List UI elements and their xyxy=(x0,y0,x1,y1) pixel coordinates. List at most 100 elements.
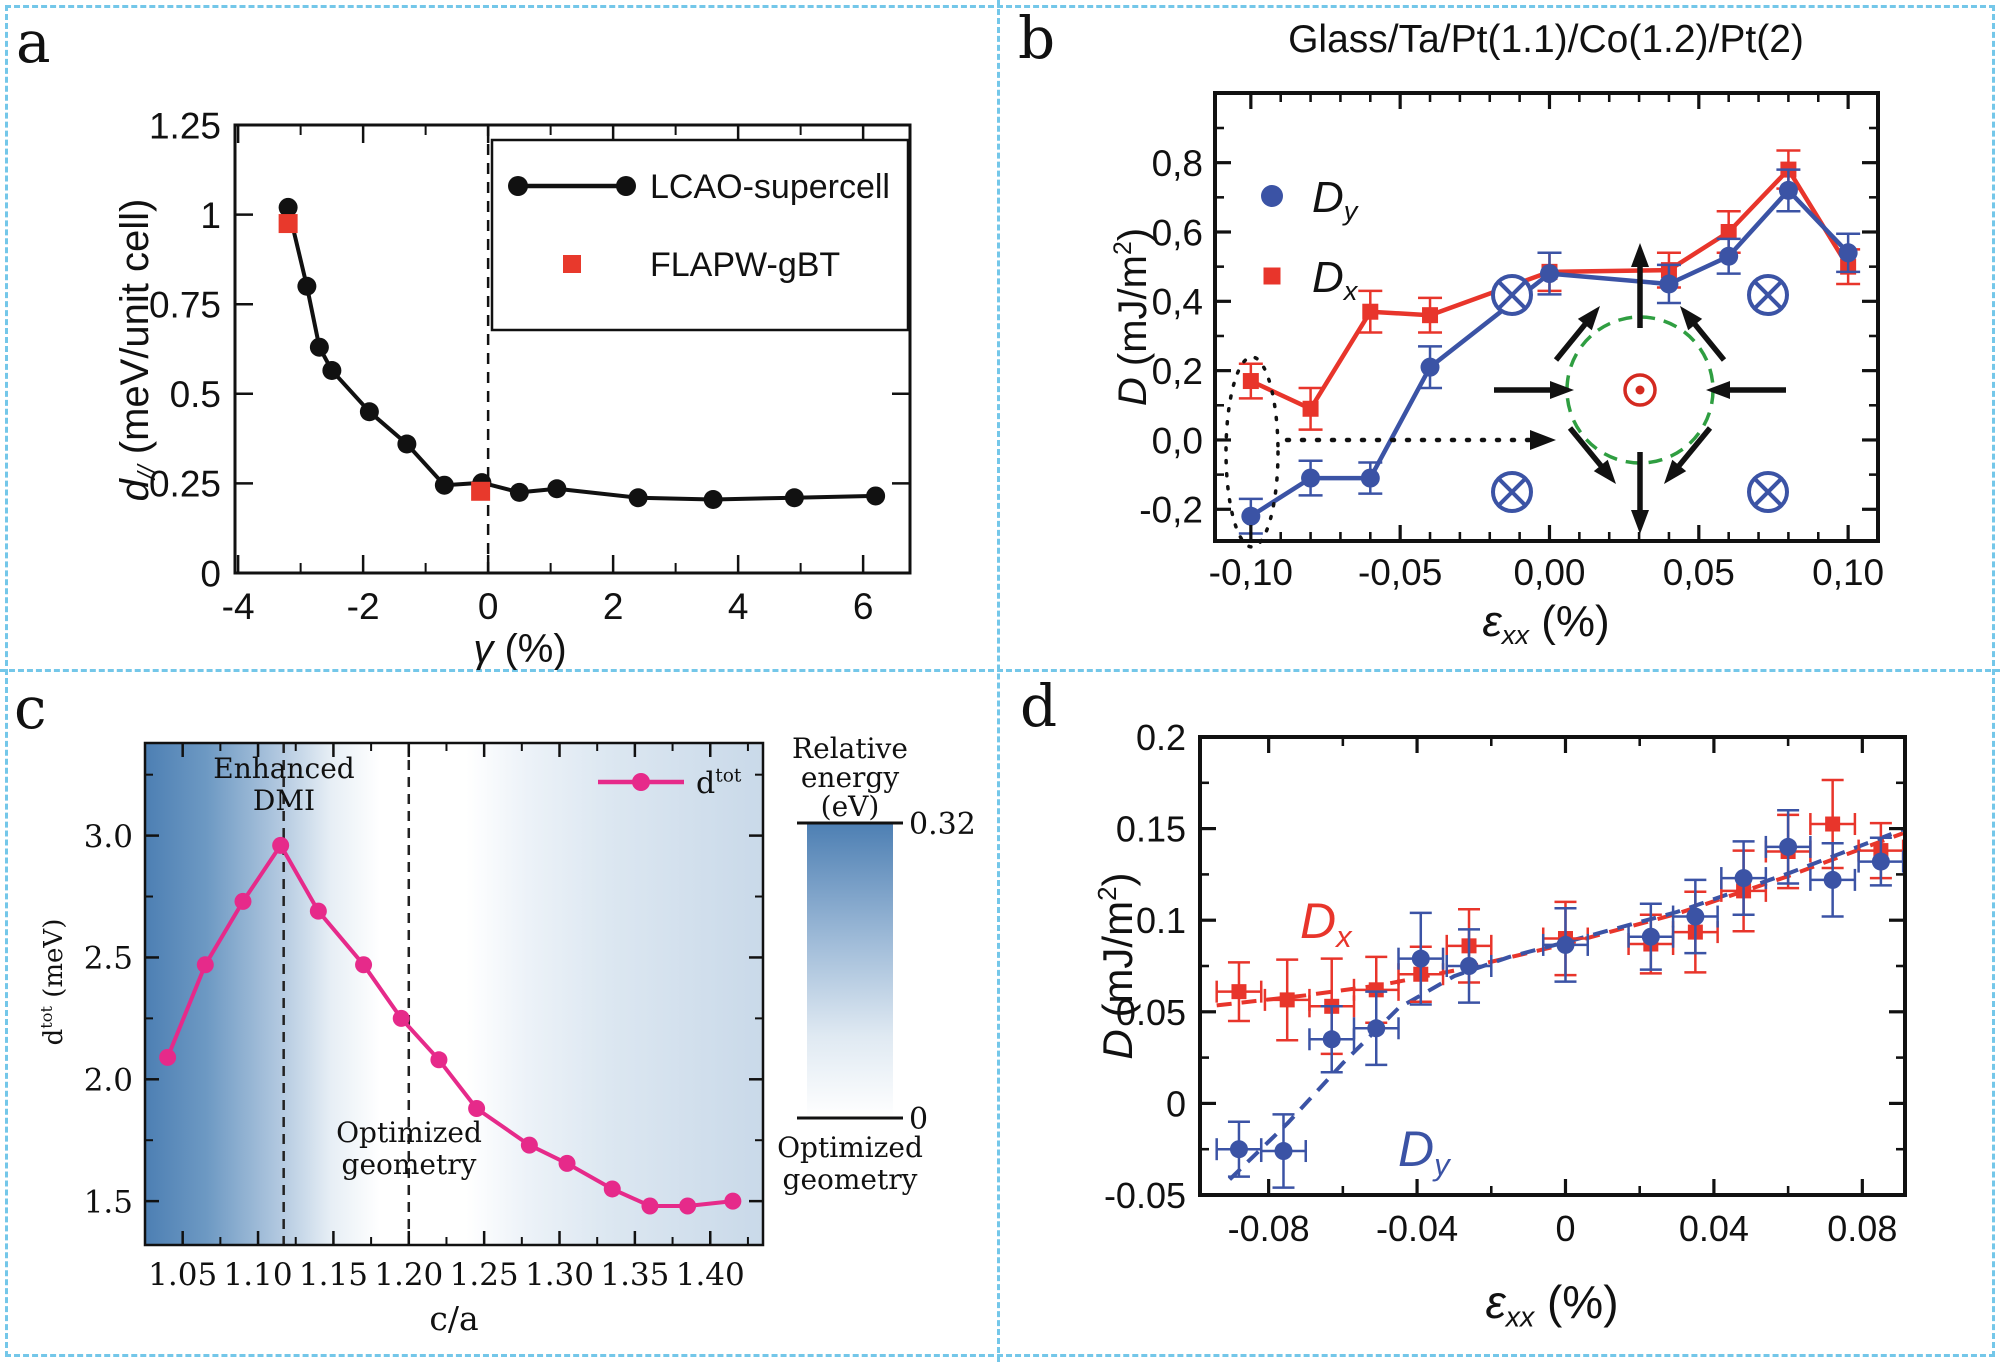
colorbar-title-2: energy xyxy=(801,761,899,794)
xtick-d-3: 0.04 xyxy=(1679,1208,1749,1249)
xtick-b-3: 0,05 xyxy=(1663,552,1735,593)
xtick-a-5: 6 xyxy=(853,586,874,627)
c-optimized-geometry-2: geometry xyxy=(342,1148,477,1181)
ytick-a-1: 0.25 xyxy=(149,464,221,505)
highlight-ellipse xyxy=(1224,355,1280,549)
legend-label-c-0: dtot xyxy=(696,765,742,800)
relative-energy-background xyxy=(145,743,763,1245)
panel-letter-b: b xyxy=(1018,4,1055,72)
c-optimized-geometry-1: Optimized xyxy=(336,1116,482,1149)
dmi-spin-texture-inset xyxy=(1224,243,1789,549)
into-plane-icon xyxy=(1747,471,1789,513)
ytick-c-0: 1.5 xyxy=(84,1184,133,1220)
xtick-c-7: 1.40 xyxy=(676,1257,745,1293)
panel-letter-a: a xyxy=(16,8,51,76)
xtick-d-1: -0.04 xyxy=(1376,1208,1458,1249)
axes-c xyxy=(143,741,765,1247)
colorbar-max-label: 0.32 xyxy=(909,807,976,842)
into-plane-icon xyxy=(1491,274,1533,316)
xtick-d-0: -0.08 xyxy=(1228,1208,1310,1249)
panel-letter-c: c xyxy=(14,674,46,742)
legend-c: dtot xyxy=(598,765,742,801)
xtick-c-1: 1.10 xyxy=(224,1257,293,1293)
xtick-c-3: 1.20 xyxy=(374,1257,443,1293)
series-dtot xyxy=(159,836,742,1215)
colorbar-title-3: (eV) xyxy=(821,790,880,823)
ytick-d-0: -0.05 xyxy=(1104,1175,1186,1216)
d-dx-label: Dx xyxy=(1300,893,1353,954)
panel-a: -4 -2 0 2 4 6 0 0.25 0.5 0.75 1 1.25 LCAO-supercell F… xyxy=(16,8,912,670)
ytick-b-4: 0,6 xyxy=(1152,212,1203,253)
panel-b: -0,10 -0,05 0,00 0,05 0,10 -0,2 0,0 0,2 0,4 0,6 0,… xyxy=(1018,4,1884,650)
series-Dy xyxy=(1238,168,1861,535)
c-ylabel: dtot (meV) xyxy=(37,919,69,1046)
xtick-c-2: 1.15 xyxy=(299,1257,368,1293)
ytick-b-2: 0,2 xyxy=(1152,351,1203,392)
xtick-a-3: 2 xyxy=(603,586,624,627)
xtick-b-2: 0,00 xyxy=(1513,552,1585,593)
ytick-d-2: 0.05 xyxy=(1116,992,1186,1033)
panel-divider-vertical xyxy=(997,0,1000,1362)
panel-divider-horizontal xyxy=(0,669,2000,672)
c-xlabel: c/a xyxy=(429,1299,478,1338)
d-dy-label: Dy xyxy=(1398,1121,1452,1182)
axes-b xyxy=(1213,91,1880,543)
ytick-a-2: 0.5 xyxy=(170,374,221,415)
into-plane-icon xyxy=(1747,274,1789,316)
series-Dy xyxy=(1215,809,1905,1189)
xtick-c-0: 1.05 xyxy=(148,1257,217,1293)
ytick-d-3: 0.1 xyxy=(1136,900,1186,941)
legend-label-a-0: LCAO-supercell xyxy=(650,168,890,206)
xtick-b-4: 0,10 xyxy=(1812,552,1884,593)
legend-label-a-1: FLAPW-gBT xyxy=(650,246,840,284)
ytick-b-0: -0,2 xyxy=(1139,490,1203,531)
colorbar-optimized-geometry-2: geometry xyxy=(783,1163,918,1196)
xtick-a-0: -4 xyxy=(222,586,255,627)
xtick-c-4: 1.25 xyxy=(450,1257,519,1293)
xtick-a-1: -2 xyxy=(347,586,380,627)
ytick-c-2: 2.5 xyxy=(84,941,133,977)
xtick-c-6: 1.35 xyxy=(600,1257,669,1293)
series-Dx-fit xyxy=(1216,831,1904,1008)
xtick-a-4: 4 xyxy=(728,586,749,627)
panel-c: 1.05 1.10 1.15 1.20 1.25 1.30 1.35 1.40 1.5 2.0 2.… xyxy=(14,674,976,1338)
legend-a: LCAO-supercell FLAPW-gBT xyxy=(490,138,910,332)
legend-label-b-1: Dx xyxy=(1312,253,1359,306)
ytick-a-3: 0.75 xyxy=(149,285,221,326)
xtick-d-2: 0 xyxy=(1555,1208,1575,1249)
colorbar-min-label: 0 xyxy=(909,1102,928,1137)
legend-label-b-0: Dy xyxy=(1312,173,1359,226)
panel-letter-d: d xyxy=(1020,672,1057,740)
ytick-a-5: 1.25 xyxy=(149,105,221,146)
colorbar-title-1: Relative xyxy=(792,732,908,765)
xtick-d-4: 0.08 xyxy=(1827,1208,1897,1249)
ytick-c-1: 2.0 xyxy=(84,1062,133,1098)
colorbar-optimized-geometry-1: Optimized xyxy=(777,1131,923,1164)
xtick-b-0: -0,10 xyxy=(1209,552,1293,593)
ytick-b-5: 0,8 xyxy=(1152,143,1203,184)
xtick-c-5: 1.30 xyxy=(525,1257,594,1293)
ytick-a-4: 1 xyxy=(200,195,221,236)
ytick-a-0: 0 xyxy=(200,553,221,594)
b-ylabel: D (mJ/m2) xyxy=(1110,228,1155,406)
ytick-d-1: 0 xyxy=(1166,1083,1186,1124)
c-enhanced-dmi-1: Enhanced xyxy=(213,752,354,785)
d-ylabel: D (mJ/m2) xyxy=(1092,872,1141,1059)
a-xlabel: γ (%) xyxy=(473,627,566,670)
b-title: Glass/Ta/Pt(1.1)/Co(1.2)/Pt(2) xyxy=(1288,18,1804,61)
legend-b: Dy Dx xyxy=(1261,173,1359,306)
ytick-b-3: 0,4 xyxy=(1152,282,1203,323)
panel-d: -0.08 -0.04 0 0.04 0.08 -0.05 0 0.05 0.1 0.15 0.2 d… xyxy=(1020,672,1907,1333)
ytick-c-3: 3.0 xyxy=(84,819,133,855)
a-ylabel: d// (meV/unit cell) xyxy=(113,199,161,502)
series-LCAO-supercell xyxy=(278,197,886,510)
ytick-b-1: 0,0 xyxy=(1152,420,1203,461)
axes-a xyxy=(233,123,912,575)
c-enhanced-dmi-2: DMI xyxy=(253,784,315,817)
d-xlabel: εxx (%) xyxy=(1485,1276,1618,1333)
ytick-d-5: 0.2 xyxy=(1136,717,1186,758)
xtick-a-2: 0 xyxy=(478,586,499,627)
into-plane-icon xyxy=(1491,471,1533,513)
